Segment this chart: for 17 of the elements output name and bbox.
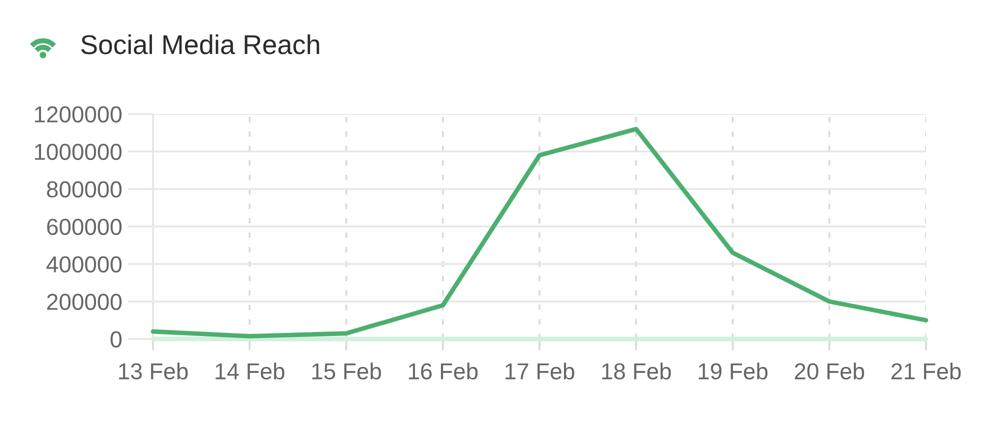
x-tick-label: 13 Feb (119, 362, 188, 380)
x-tick-label: 18 Feb (602, 362, 671, 380)
x-tick-label: 15 Feb (312, 362, 381, 380)
x-tick-label: 21 Feb (891, 362, 961, 380)
y-tick-label: 0 (110, 331, 122, 348)
x-tick-label: 20 Feb (794, 362, 864, 380)
x-tick-label: 17 Feb (506, 362, 574, 380)
x-tick-label: 19 Feb (698, 362, 768, 380)
chart-title: Social Media Reach (81, 34, 320, 54)
y-tick-label: 400000 (46, 256, 122, 273)
x-tick-label: 14 Feb (216, 362, 284, 380)
x-tick-label: 16 Feb (408, 362, 478, 380)
y-tick-label: 1000000 (34, 144, 122, 160)
y-tick-label: 800000 (46, 181, 122, 198)
y-tick-label: 600000 (47, 218, 122, 236)
y-tick-label: 1200000 (34, 106, 122, 123)
y-tick-label: 200000 (47, 294, 122, 310)
